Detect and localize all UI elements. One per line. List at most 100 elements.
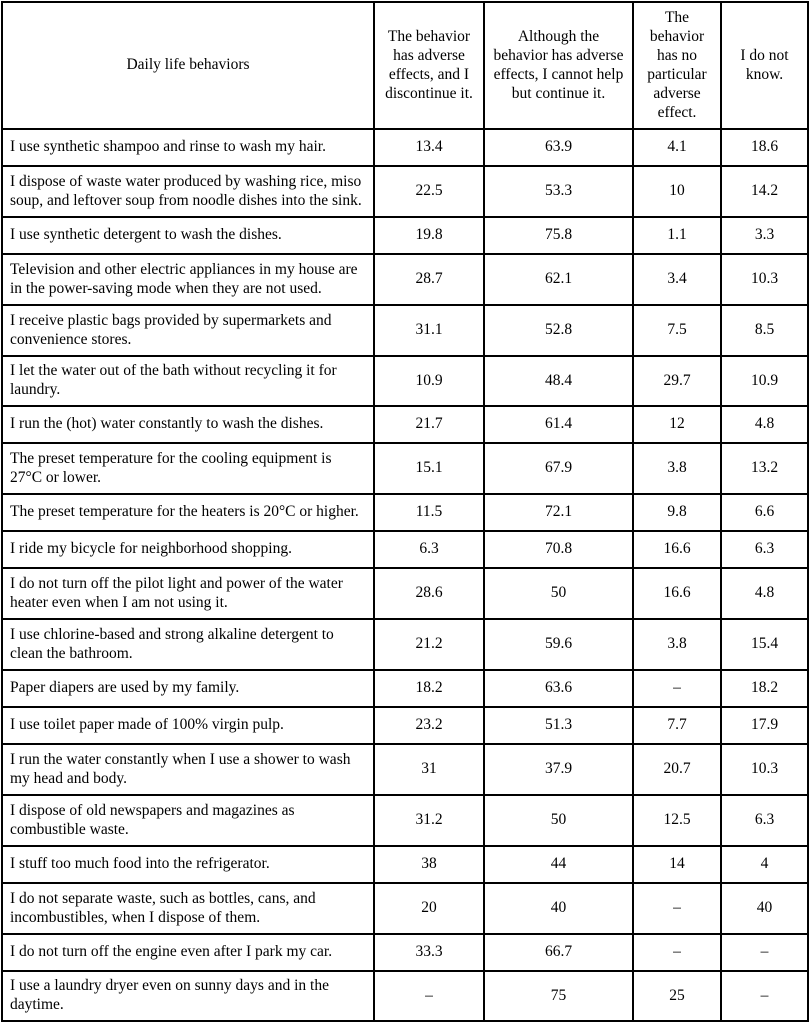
value-cell: 18.2	[720, 669, 809, 709]
table-row: I ride my bicycle for neighborhood shopp…	[1, 530, 809, 570]
table-row: I run the (hot) water constantly to wash…	[1, 405, 809, 445]
value-cell: 3.3	[720, 216, 809, 256]
value-cell: 50	[483, 567, 634, 621]
behavior-label: The preset temperature for the heaters i…	[1, 493, 375, 533]
value-cell: 4	[720, 845, 809, 885]
value-cell: 50	[483, 794, 634, 848]
behavior-label: I use synthetic detergent to wash the di…	[1, 216, 375, 256]
value-cell: 52.8	[483, 304, 634, 358]
behavior-label: I stuff too much food into the refrigera…	[1, 845, 375, 885]
table-row: I use synthetic detergent to wash the di…	[1, 216, 809, 256]
table-row: Television and other electric appliances…	[1, 253, 809, 307]
behavior-label: I use chlorine-based and strong alkaline…	[1, 618, 375, 672]
value-cell: 53.3	[483, 165, 634, 219]
behavior-label: I do not turn off the engine even after …	[1, 933, 375, 973]
value-cell: 18.6	[720, 128, 809, 168]
value-cell: 11.5	[373, 493, 485, 533]
behavior-label: I use synthetic shampoo and rinse to was…	[1, 128, 375, 168]
behavior-label: I run the water constantly when I use a …	[1, 743, 375, 797]
behavior-label: The preset temperature for the cooling e…	[1, 442, 375, 496]
table-row: I do not separate waste, such as bottles…	[1, 882, 809, 936]
value-cell: 10.9	[720, 355, 809, 408]
value-cell: 61.4	[483, 405, 634, 445]
value-cell: 7.5	[632, 304, 722, 358]
behavior-label: I do not turn off the pilot light and po…	[1, 567, 375, 621]
value-cell: 23.2	[373, 706, 485, 746]
header-row: Daily life behaviors The behavior has ad…	[1, 0, 809, 131]
value-cell: 20	[373, 882, 485, 936]
value-cell: 21.2	[373, 618, 485, 672]
table-row: I receive plastic bags provided by super…	[1, 304, 809, 358]
table-body: I use synthetic shampoo and rinse to was…	[1, 128, 809, 1022]
behavior-label: I do not separate waste, such as bottles…	[1, 882, 375, 936]
value-cell: 6.3	[720, 530, 809, 570]
value-cell: 10.3	[720, 743, 809, 797]
value-cell: 28.7	[373, 253, 485, 307]
value-cell: –	[373, 970, 485, 1022]
value-cell: 14.2	[720, 165, 809, 219]
table-row: I use a laundry dryer even on sunny days…	[1, 970, 809, 1022]
value-cell: 4.8	[720, 567, 809, 621]
value-cell: 62.1	[483, 253, 634, 307]
value-cell: 16.6	[632, 567, 722, 621]
column-header-adverse-discontinue: The behavior has adverse effects, and I …	[373, 0, 485, 131]
behavior-label: I run the (hot) water constantly to wash…	[1, 405, 375, 445]
column-header-do-not-know: I do not know.	[720, 0, 809, 131]
value-cell: 31	[373, 743, 485, 797]
behavior-label: I use a laundry dryer even on sunny days…	[1, 970, 375, 1022]
value-cell: 15.1	[373, 442, 485, 496]
value-cell: 16.6	[632, 530, 722, 570]
value-cell: 15.4	[720, 618, 809, 672]
value-cell: 7.7	[632, 706, 722, 746]
behavior-label: I dispose of old newspapers and magazine…	[1, 794, 375, 848]
value-cell: –	[632, 933, 722, 973]
value-cell: 48.4	[483, 355, 634, 408]
value-cell: 29.7	[632, 355, 722, 408]
value-cell: 31.2	[373, 794, 485, 848]
table-row: I use chlorine-based and strong alkaline…	[1, 618, 809, 672]
value-cell: 28.6	[373, 567, 485, 621]
value-cell: 31.1	[373, 304, 485, 358]
value-cell: 13.4	[373, 128, 485, 168]
value-cell: 22.5	[373, 165, 485, 219]
value-cell: 67.9	[483, 442, 634, 496]
value-cell: 40	[483, 882, 634, 936]
column-header-daily-life-behaviors: Daily life behaviors	[1, 0, 375, 131]
value-cell: 1.1	[632, 216, 722, 256]
value-cell: 13.2	[720, 442, 809, 496]
value-cell: 12.5	[632, 794, 722, 848]
value-cell: 10.9	[373, 355, 485, 408]
value-cell: 3.4	[632, 253, 722, 307]
value-cell: 3.8	[632, 618, 722, 672]
value-cell: –	[632, 882, 722, 936]
value-cell: 20.7	[632, 743, 722, 797]
value-cell: 18.2	[373, 669, 485, 709]
table-row: I dispose of waste water produced by was…	[1, 165, 809, 219]
value-cell: 10.3	[720, 253, 809, 307]
value-cell: 38	[373, 845, 485, 885]
value-cell: 59.6	[483, 618, 634, 672]
behavior-label: I ride my bicycle for neighborhood shopp…	[1, 530, 375, 570]
value-cell: 10	[632, 165, 722, 219]
behavior-label: I let the water out of the bath without …	[1, 355, 375, 408]
behavior-label: I receive plastic bags provided by super…	[1, 304, 375, 358]
value-cell: 44	[483, 845, 634, 885]
value-cell: 37.9	[483, 743, 634, 797]
behavior-label: Paper diapers are used by my family.	[1, 669, 375, 709]
table-row: I use toilet paper made of 100% virgin p…	[1, 706, 809, 746]
value-cell: 75.8	[483, 216, 634, 256]
behavior-label: I use toilet paper made of 100% virgin p…	[1, 706, 375, 746]
value-cell: 72.1	[483, 493, 634, 533]
table-row: I do not turn off the engine even after …	[1, 933, 809, 973]
value-cell: 3.8	[632, 442, 722, 496]
value-cell: 51.3	[483, 706, 634, 746]
value-cell: 25	[632, 970, 722, 1022]
value-cell: 14	[632, 845, 722, 885]
value-cell: 6.6	[720, 493, 809, 533]
table-row: I dispose of old newspapers and magazine…	[1, 794, 809, 848]
behavior-label: Television and other electric appliances…	[1, 253, 375, 307]
table-row: The preset temperature for the cooling e…	[1, 442, 809, 496]
value-cell: 4.1	[632, 128, 722, 168]
column-header-no-adverse-effect: The behavior has no particular adverse e…	[632, 0, 722, 131]
